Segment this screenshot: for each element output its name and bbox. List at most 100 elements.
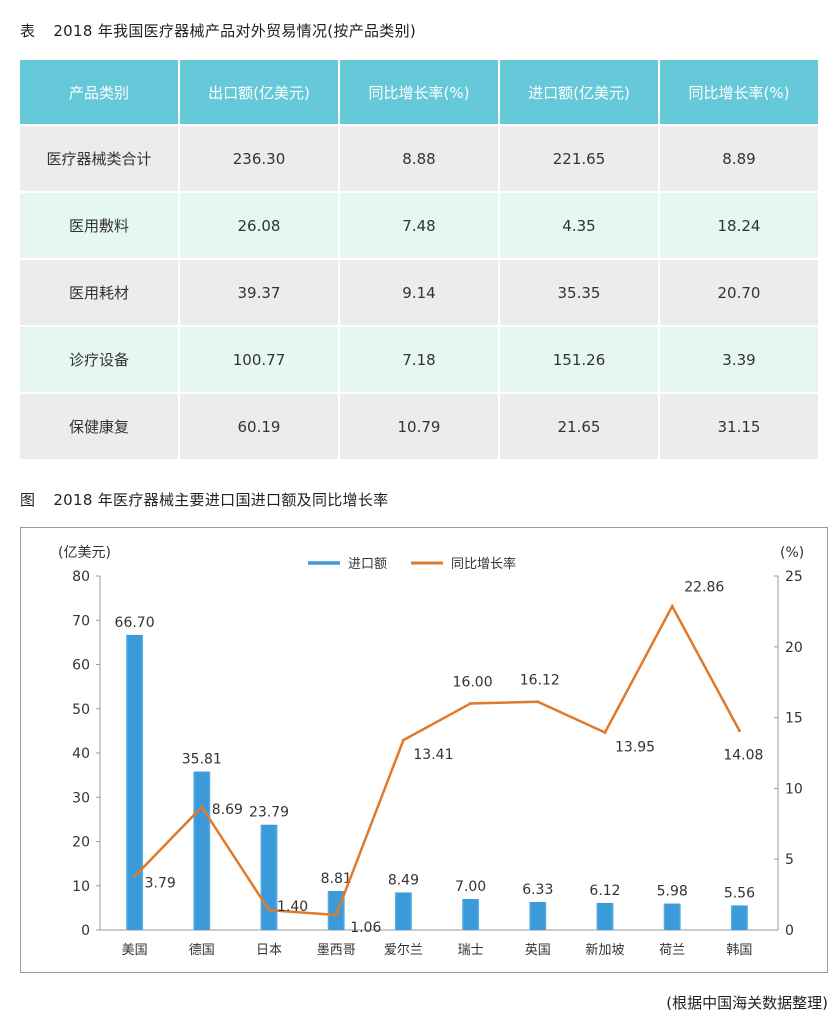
line-point bbox=[737, 729, 741, 733]
bar-value-label: 66.70 bbox=[115, 615, 155, 631]
trade-table: 产品类别 出口额(亿美元) 同比增长率(%) 进口额(亿美元) 同比增长率(%)… bbox=[18, 58, 820, 461]
right-tick-label: 20 bbox=[785, 640, 803, 656]
line-value-label: 13.41 bbox=[413, 747, 453, 763]
line-point bbox=[267, 908, 271, 912]
line-value-label: 1.40 bbox=[277, 899, 308, 915]
table-row: 保健康复 60.19 10.79 21.65 31.15 bbox=[20, 394, 818, 459]
legend-label-bar: 进口额 bbox=[348, 557, 387, 572]
x-tick-label: 墨西哥 bbox=[317, 943, 356, 958]
cell-category: 医用敷料 bbox=[20, 193, 178, 258]
left-tick-label: 80 bbox=[72, 569, 90, 585]
line-point bbox=[401, 738, 405, 742]
cell-import: 4.35 bbox=[500, 193, 658, 258]
right-tick-label: 25 bbox=[785, 569, 803, 585]
cell-import-growth: 20.70 bbox=[660, 260, 818, 325]
line-point bbox=[334, 913, 338, 917]
header-import: 进口额(亿美元) bbox=[500, 60, 658, 124]
x-tick-label: 韩国 bbox=[726, 943, 752, 958]
bar-value-label: 23.79 bbox=[249, 805, 289, 821]
line-value-label: 13.95 bbox=[615, 739, 655, 755]
left-tick-label: 30 bbox=[72, 790, 90, 806]
growth-line bbox=[133, 603, 741, 917]
table-row: 医用耗材 39.37 9.14 35.35 20.70 bbox=[20, 260, 818, 325]
bar-value-label: 6.33 bbox=[522, 882, 553, 898]
bar bbox=[394, 892, 412, 930]
chart-caption: 图 2018 年医疗器械主要进口国进口额及同比增长率 bbox=[20, 489, 388, 510]
cell-import-growth: 8.89 bbox=[660, 126, 818, 191]
cell-export-growth: 7.18 bbox=[340, 327, 498, 392]
bar-value-label: 8.81 bbox=[321, 871, 352, 887]
line-value-label: 1.06 bbox=[350, 920, 381, 936]
bar-value-label: 5.56 bbox=[724, 885, 755, 901]
cell-export: 100.77 bbox=[180, 327, 338, 392]
chart-frame bbox=[20, 527, 828, 973]
bar bbox=[663, 903, 681, 930]
cell-import: 21.65 bbox=[500, 394, 658, 459]
bar-value-label: 6.12 bbox=[589, 883, 620, 899]
x-tick-label: 瑞士 bbox=[458, 943, 484, 958]
bar bbox=[193, 771, 211, 930]
bar-value-label: 7.00 bbox=[455, 879, 486, 895]
x-tick-label: 新加坡 bbox=[585, 942, 624, 958]
cell-export: 60.19 bbox=[180, 394, 338, 459]
chart-caption-lead: 图 bbox=[20, 491, 36, 509]
line-point bbox=[670, 604, 674, 608]
table-row: 医疗器械类合计 236.30 8.88 221.65 8.89 bbox=[20, 126, 818, 191]
bar bbox=[260, 824, 278, 930]
cell-export: 39.37 bbox=[180, 260, 338, 325]
line-value-label: 8.69 bbox=[212, 802, 243, 818]
line-point bbox=[200, 805, 204, 809]
header-import-growth: 同比增长率(%) bbox=[660, 60, 818, 124]
cell-import-growth: 18.24 bbox=[660, 193, 818, 258]
x-tick-label: 荷兰 bbox=[659, 943, 685, 958]
left-tick-label: 20 bbox=[72, 835, 90, 851]
cell-category: 医用耗材 bbox=[20, 260, 178, 325]
left-tick-label: 40 bbox=[72, 746, 90, 762]
bar-value-label: 35.81 bbox=[182, 752, 222, 768]
cell-import: 35.35 bbox=[500, 260, 658, 325]
header-export-growth: 同比增长率(%) bbox=[340, 60, 498, 124]
right-tick-label: 15 bbox=[785, 711, 803, 727]
right-tick-label: 0 bbox=[785, 923, 794, 939]
table-caption-lead: 表 bbox=[20, 22, 36, 40]
bar-value-label: 5.98 bbox=[657, 884, 688, 900]
left-tick-label: 0 bbox=[81, 923, 90, 939]
header-export: 出口额(亿美元) bbox=[180, 60, 338, 124]
table-row: 医用敷料 26.08 7.48 4.35 18.24 bbox=[20, 193, 818, 258]
bar-value-label: 8.49 bbox=[388, 872, 419, 888]
x-tick-label: 日本 bbox=[256, 943, 282, 958]
bar bbox=[529, 901, 547, 930]
left-tick-label: 50 bbox=[72, 702, 90, 718]
cell-category: 保健康复 bbox=[20, 394, 178, 459]
table-caption-text: 2018 年我国医疗器械产品对外贸易情况(按产品类别) bbox=[53, 22, 417, 40]
x-tick-label: 美国 bbox=[122, 943, 148, 958]
left-tick-label: 60 bbox=[72, 658, 90, 674]
line-point bbox=[536, 700, 540, 704]
cell-export-growth: 7.48 bbox=[340, 193, 498, 258]
x-tick-label: 英国 bbox=[525, 943, 551, 958]
table-caption: 表 2018 年我国医疗器械产品对外贸易情况(按产品类别) bbox=[20, 20, 416, 41]
line-value-label: 14.08 bbox=[723, 748, 763, 764]
right-tick-label: 5 bbox=[785, 852, 794, 868]
cell-export-growth: 8.88 bbox=[340, 126, 498, 191]
left-tick-label: 70 bbox=[72, 613, 90, 629]
cell-import-growth: 31.15 bbox=[660, 394, 818, 459]
bar bbox=[126, 634, 144, 930]
cell-category: 医疗器械类合计 bbox=[20, 126, 178, 191]
left-tick-label: 10 bbox=[72, 879, 90, 895]
bar bbox=[462, 899, 480, 930]
line-value-label: 22.86 bbox=[684, 579, 724, 595]
table-row: 诊疗设备 100.77 7.18 151.26 3.39 bbox=[20, 327, 818, 392]
line-point bbox=[603, 730, 607, 734]
left-axis-label: (亿美元) bbox=[58, 545, 111, 561]
cell-export-growth: 9.14 bbox=[340, 260, 498, 325]
cell-category: 诊疗设备 bbox=[20, 327, 178, 392]
right-tick-label: 10 bbox=[785, 781, 803, 797]
table-header-row: 产品类别 出口额(亿美元) 同比增长率(%) 进口额(亿美元) 同比增长率(%) bbox=[20, 60, 818, 124]
chart-caption-text: 2018 年医疗器械主要进口国进口额及同比增长率 bbox=[53, 491, 389, 509]
x-tick-label: 爱尔兰 bbox=[384, 943, 423, 958]
bar bbox=[596, 902, 614, 930]
cell-export-growth: 10.79 bbox=[340, 394, 498, 459]
header-category: 产品类别 bbox=[20, 60, 178, 124]
